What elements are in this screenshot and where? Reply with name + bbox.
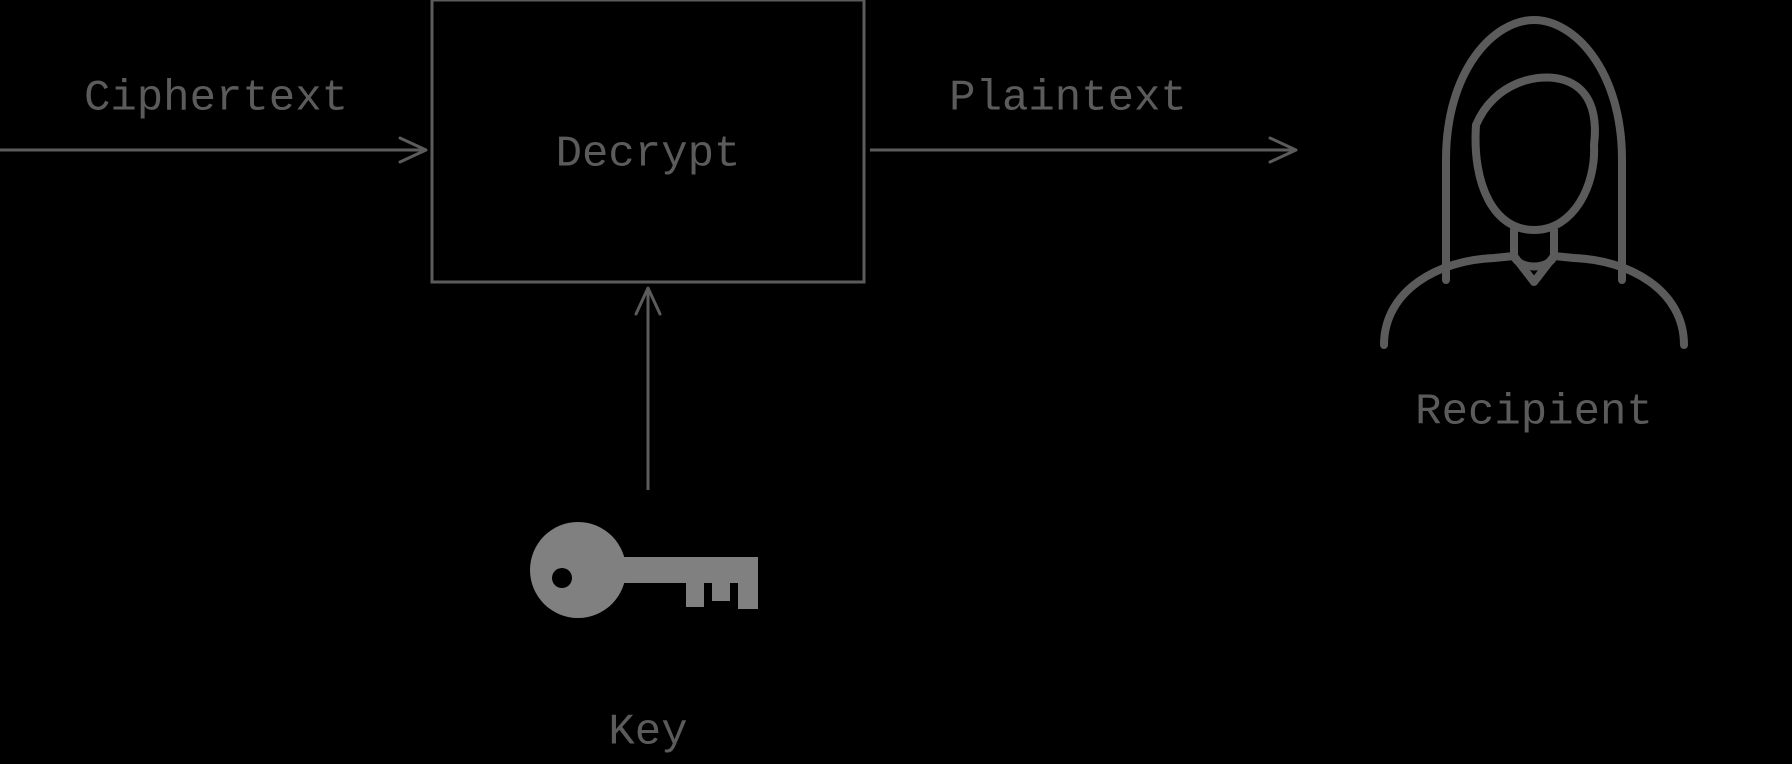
recipient-label: Recipient	[1415, 388, 1653, 438]
key-label: Key	[608, 708, 687, 758]
ciphertext-label: Ciphertext	[84, 74, 348, 124]
decrypt-label: Decrypt	[556, 130, 741, 180]
plaintext-label: Plaintext	[949, 74, 1187, 124]
